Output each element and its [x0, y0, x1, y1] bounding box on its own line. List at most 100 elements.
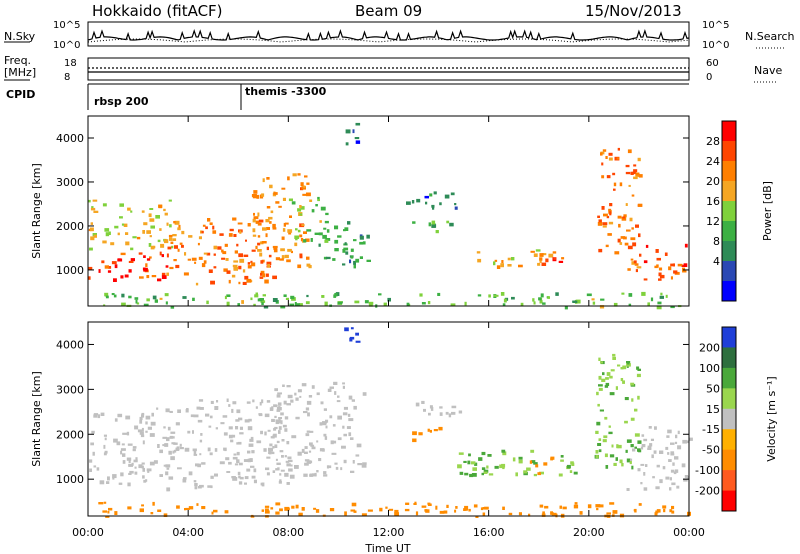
- data-cell: [626, 458, 631, 463]
- data-cell: [134, 471, 138, 475]
- data-cell: [265, 233, 268, 238]
- data-cell: [289, 215, 292, 218]
- data-cell: [609, 454, 615, 458]
- data-cell: [303, 473, 308, 477]
- data-cell: [637, 440, 642, 444]
- data-cell: [613, 182, 617, 187]
- data-cell: [253, 190, 258, 194]
- data-cell: [454, 203, 457, 206]
- data-cell: [355, 140, 361, 144]
- data-cell: [301, 448, 305, 453]
- data-cell: [281, 439, 285, 442]
- data-cell: [560, 455, 564, 458]
- x-tick-label: 16:00: [473, 526, 505, 539]
- data-cell: [430, 407, 434, 411]
- data-cell: [168, 476, 174, 480]
- data-cell: [270, 451, 274, 454]
- data-cell: [601, 206, 605, 210]
- data-cell: [353, 260, 356, 265]
- data-cell: [512, 457, 516, 462]
- data-cell: [611, 444, 614, 448]
- data-cell: [654, 426, 657, 430]
- data-cell: [250, 297, 253, 301]
- data-cell: [286, 385, 291, 388]
- data-cell: [127, 506, 132, 510]
- data-cell: [608, 157, 613, 161]
- power-ylabel: Slant Range [km]: [30, 163, 43, 259]
- data-cell: [261, 302, 264, 305]
- data-cell: [448, 413, 452, 418]
- data-cell: [353, 264, 356, 269]
- data-cell: [268, 447, 273, 452]
- data-cell: [284, 416, 289, 420]
- data-cell: [412, 431, 417, 436]
- data-cell: [112, 477, 115, 480]
- data-cell: [279, 508, 283, 512]
- x-tick-label: 12:00: [373, 526, 405, 539]
- data-cell: [484, 506, 489, 510]
- data-cell: [214, 473, 218, 477]
- data-cell: [161, 272, 166, 277]
- data-cell: [411, 200, 415, 204]
- data-cell: [287, 456, 292, 460]
- data-cell: [224, 295, 227, 300]
- data-cell: [550, 457, 553, 461]
- data-cell: [341, 445, 346, 449]
- data-cell: [457, 464, 462, 469]
- data-cell: [200, 230, 203, 234]
- colorbar-tick-label: 200: [699, 341, 720, 354]
- data-cell: [226, 270, 231, 274]
- data-cell: [253, 303, 256, 307]
- data-cell: [299, 255, 303, 259]
- data-cell: [323, 471, 327, 475]
- data-cell: [309, 473, 314, 477]
- data-cell: [315, 204, 318, 207]
- colorbar-segment: [722, 141, 736, 162]
- data-cell: [605, 377, 609, 380]
- data-cell: [113, 438, 118, 443]
- data-cell: [425, 201, 428, 205]
- data-cell: [192, 297, 195, 301]
- data-cell: [335, 466, 339, 470]
- data-cell: [199, 453, 202, 456]
- data-cell: [93, 465, 97, 468]
- data-cell: [435, 505, 438, 510]
- data-cell: [113, 294, 117, 298]
- data-cell: [668, 459, 672, 462]
- data-cell: [427, 301, 431, 305]
- data-cell: [172, 238, 177, 241]
- data-cell: [364, 300, 369, 304]
- data-cell: [195, 282, 199, 286]
- colorbar-segment: [722, 281, 736, 302]
- data-cell: [636, 366, 640, 370]
- data-cell: [138, 464, 143, 469]
- data-cell: [201, 263, 206, 268]
- data-cell: [259, 298, 264, 301]
- data-cell: [361, 513, 367, 516]
- data-cell: [638, 503, 642, 506]
- data-cell: [662, 466, 666, 470]
- data-cell: [538, 297, 542, 301]
- data-cell: [617, 364, 621, 367]
- data-cell: [523, 470, 528, 474]
- data-cell: [132, 236, 137, 239]
- data-cell: [469, 473, 474, 478]
- data-cell: [128, 460, 131, 464]
- data-cell: [322, 234, 327, 239]
- data-cell: [677, 263, 683, 267]
- data-cell: [317, 196, 320, 200]
- data-cell: [635, 172, 640, 176]
- data-cell: [196, 503, 199, 506]
- data-cell: [343, 247, 349, 251]
- data-cell: [455, 506, 458, 509]
- data-cell: [520, 302, 524, 306]
- data-cell: [236, 243, 239, 247]
- data-cell: [633, 260, 637, 264]
- data-cell: [608, 431, 613, 435]
- x-tick-label: 00:00: [72, 526, 104, 539]
- data-cell: [149, 218, 155, 222]
- data-cell: [182, 296, 187, 299]
- data-cell: [276, 409, 281, 412]
- data-cell: [315, 509, 320, 513]
- data-cell: [609, 502, 615, 505]
